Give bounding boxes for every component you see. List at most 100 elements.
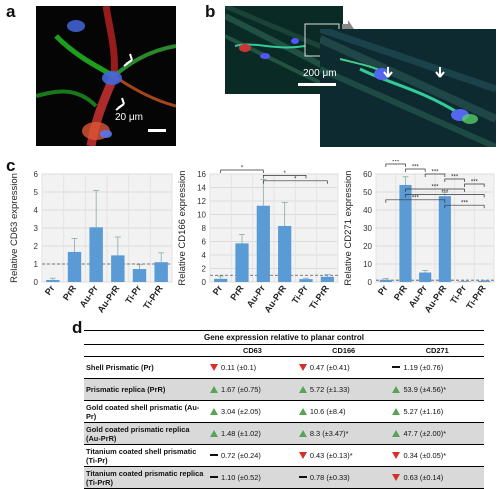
- significance-bracket: [424, 173, 446, 177]
- y-tick-label: 2: [202, 265, 207, 274]
- table-cell: 0.72 (±0.24): [208, 444, 297, 467]
- y-axis-label: Relative CD271 expression: [343, 170, 354, 285]
- cell-value: 1.19 (±0.76): [403, 363, 444, 372]
- bar: [111, 255, 125, 282]
- dash-icon: [210, 476, 218, 478]
- significance-label: ***: [441, 190, 449, 196]
- y-tick-label: 5: [34, 188, 39, 197]
- bar: [256, 205, 270, 282]
- y-tick-label: 4: [202, 251, 207, 260]
- down-arrow-icon: [298, 364, 307, 371]
- dash-icon: [210, 454, 218, 456]
- down-arrow-icon: [392, 474, 401, 481]
- cell-value: 3.04 (±2.05): [221, 407, 261, 416]
- significance-bracket: [262, 180, 328, 184]
- up-arrow-icon: [392, 408, 401, 415]
- table-row: Titanium coated shell prismatic (Ti-Pr) 0…: [84, 444, 484, 467]
- row-label: Gold coated prismatic replica (Au-PrR): [84, 422, 208, 445]
- cell-value: 53.9 (±4.56)*: [403, 385, 447, 394]
- scale-bar-b: [298, 83, 336, 86]
- y-tick-label: 60: [363, 170, 372, 179]
- bar: [379, 279, 392, 282]
- y-tick-label: 12: [197, 197, 206, 206]
- category-label: PrR: [228, 283, 246, 302]
- table-cell: 53.9 (±4.56)*: [390, 378, 484, 401]
- category-label: Au-Pr: [78, 283, 101, 309]
- significance-label: ***: [412, 195, 420, 201]
- table-title: Gene expression relative to planar contr…: [84, 330, 484, 345]
- category-label: PrR: [392, 283, 410, 302]
- cell-value: 0.72 (±0.24): [221, 451, 261, 460]
- up-arrow-icon: [210, 386, 218, 393]
- panel-letter-c: c: [6, 156, 16, 175]
- significance-bracket: [405, 194, 485, 198]
- y-tick-label: 30: [363, 224, 372, 233]
- table-cell: 47.7 (±2.00)*: [390, 422, 484, 445]
- bar: [399, 184, 412, 282]
- dash-icon: [298, 476, 307, 478]
- row-label: Titanium coated shell prismatic (Ti-Pr): [84, 444, 208, 467]
- table-cell: 0.34 (±0.05)*: [390, 444, 484, 467]
- bar: [132, 269, 147, 282]
- y-tick-label: 40: [363, 206, 372, 215]
- significance-bracket: [405, 168, 426, 172]
- bar: [154, 262, 168, 282]
- panel-letter-d: d: [72, 318, 83, 337]
- bar: [67, 251, 82, 282]
- bar: [478, 280, 491, 282]
- table-row: Prismatic replica (PrR) 1.67 (±0.75) 5.72 …: [84, 378, 484, 401]
- significance-bracket: [385, 163, 406, 167]
- table-cell: 1.19 (±0.76): [390, 356, 484, 379]
- y-tick-label: 50: [363, 188, 372, 197]
- y-tick-label: 2: [34, 242, 39, 251]
- table-cell: 0.78 (±0.33): [296, 466, 391, 489]
- category-label: PrR: [61, 283, 79, 302]
- significance-bracket: [444, 204, 485, 209]
- column-header: CD166: [296, 344, 391, 357]
- table-cell: 3.04 (±2.05): [208, 400, 297, 423]
- row-label: Prismatic replica (PrR): [84, 378, 208, 401]
- significance-bracket: [220, 169, 264, 173]
- up-arrow-icon: [298, 386, 307, 393]
- table-cell: 0.43 (±0.13)*: [296, 444, 391, 467]
- bar: [320, 276, 334, 282]
- category-label: Ti-PrR: [307, 283, 331, 311]
- significance-label: ***: [412, 165, 420, 171]
- significance-bracket: [405, 188, 465, 192]
- table-cell: 0.63 (±0.14): [390, 466, 484, 489]
- cell-value: 5.72 (±1.33): [309, 385, 350, 394]
- table-cell: 5.72 (±1.33): [296, 378, 391, 401]
- scale-label-a: 20 μm: [115, 112, 143, 123]
- micrograph-b-zoom: [320, 29, 496, 147]
- cell-value: 1.10 (±0.52): [221, 473, 261, 482]
- cell-value: 0.43 (±0.13)*: [309, 451, 353, 460]
- significance-bracket: [385, 199, 446, 203]
- table-cell: 1.10 (±0.52): [208, 466, 297, 489]
- bar: [438, 196, 451, 282]
- cell-value: 47.7 (±2.00)*: [403, 429, 447, 438]
- cell-value: 0.78 (±0.33): [309, 473, 350, 482]
- cell-value: 0.11 (±0.1): [221, 363, 257, 372]
- table-row: Shell Prismatic (Pr) 0.11 (±0.1) 0.47 (±0.…: [84, 356, 484, 379]
- category-label: Pr: [376, 283, 390, 297]
- down-arrow-icon: [210, 364, 218, 371]
- significance-label: *: [294, 176, 297, 182]
- category-label: Ti-PrR: [464, 283, 488, 311]
- gene-expression-table: Gene expression relative to planar contr…: [84, 330, 484, 489]
- significance-label: ***: [471, 180, 479, 186]
- up-arrow-icon: [392, 430, 401, 437]
- column-header: CD63: [208, 344, 297, 357]
- dash-icon: [392, 366, 401, 368]
- panel-letter-b: b: [205, 2, 216, 21]
- bar: [46, 280, 60, 282]
- significance-label: ***: [461, 201, 469, 207]
- y-tick-label: 14: [197, 184, 206, 193]
- table-row: Gold coated prismatic replica (Au-PrR) 1.…: [84, 422, 484, 445]
- table-row: Gold coated shell prismatic (Au-Pr) 3.04 …: [84, 400, 484, 423]
- table-cell: 1.48 (±1.02): [208, 422, 297, 445]
- table-cell: 5.27 (±1.16): [390, 400, 484, 423]
- y-tick-label: 10: [363, 260, 372, 269]
- category-label: Pr: [43, 283, 57, 297]
- up-arrow-icon: [210, 408, 218, 415]
